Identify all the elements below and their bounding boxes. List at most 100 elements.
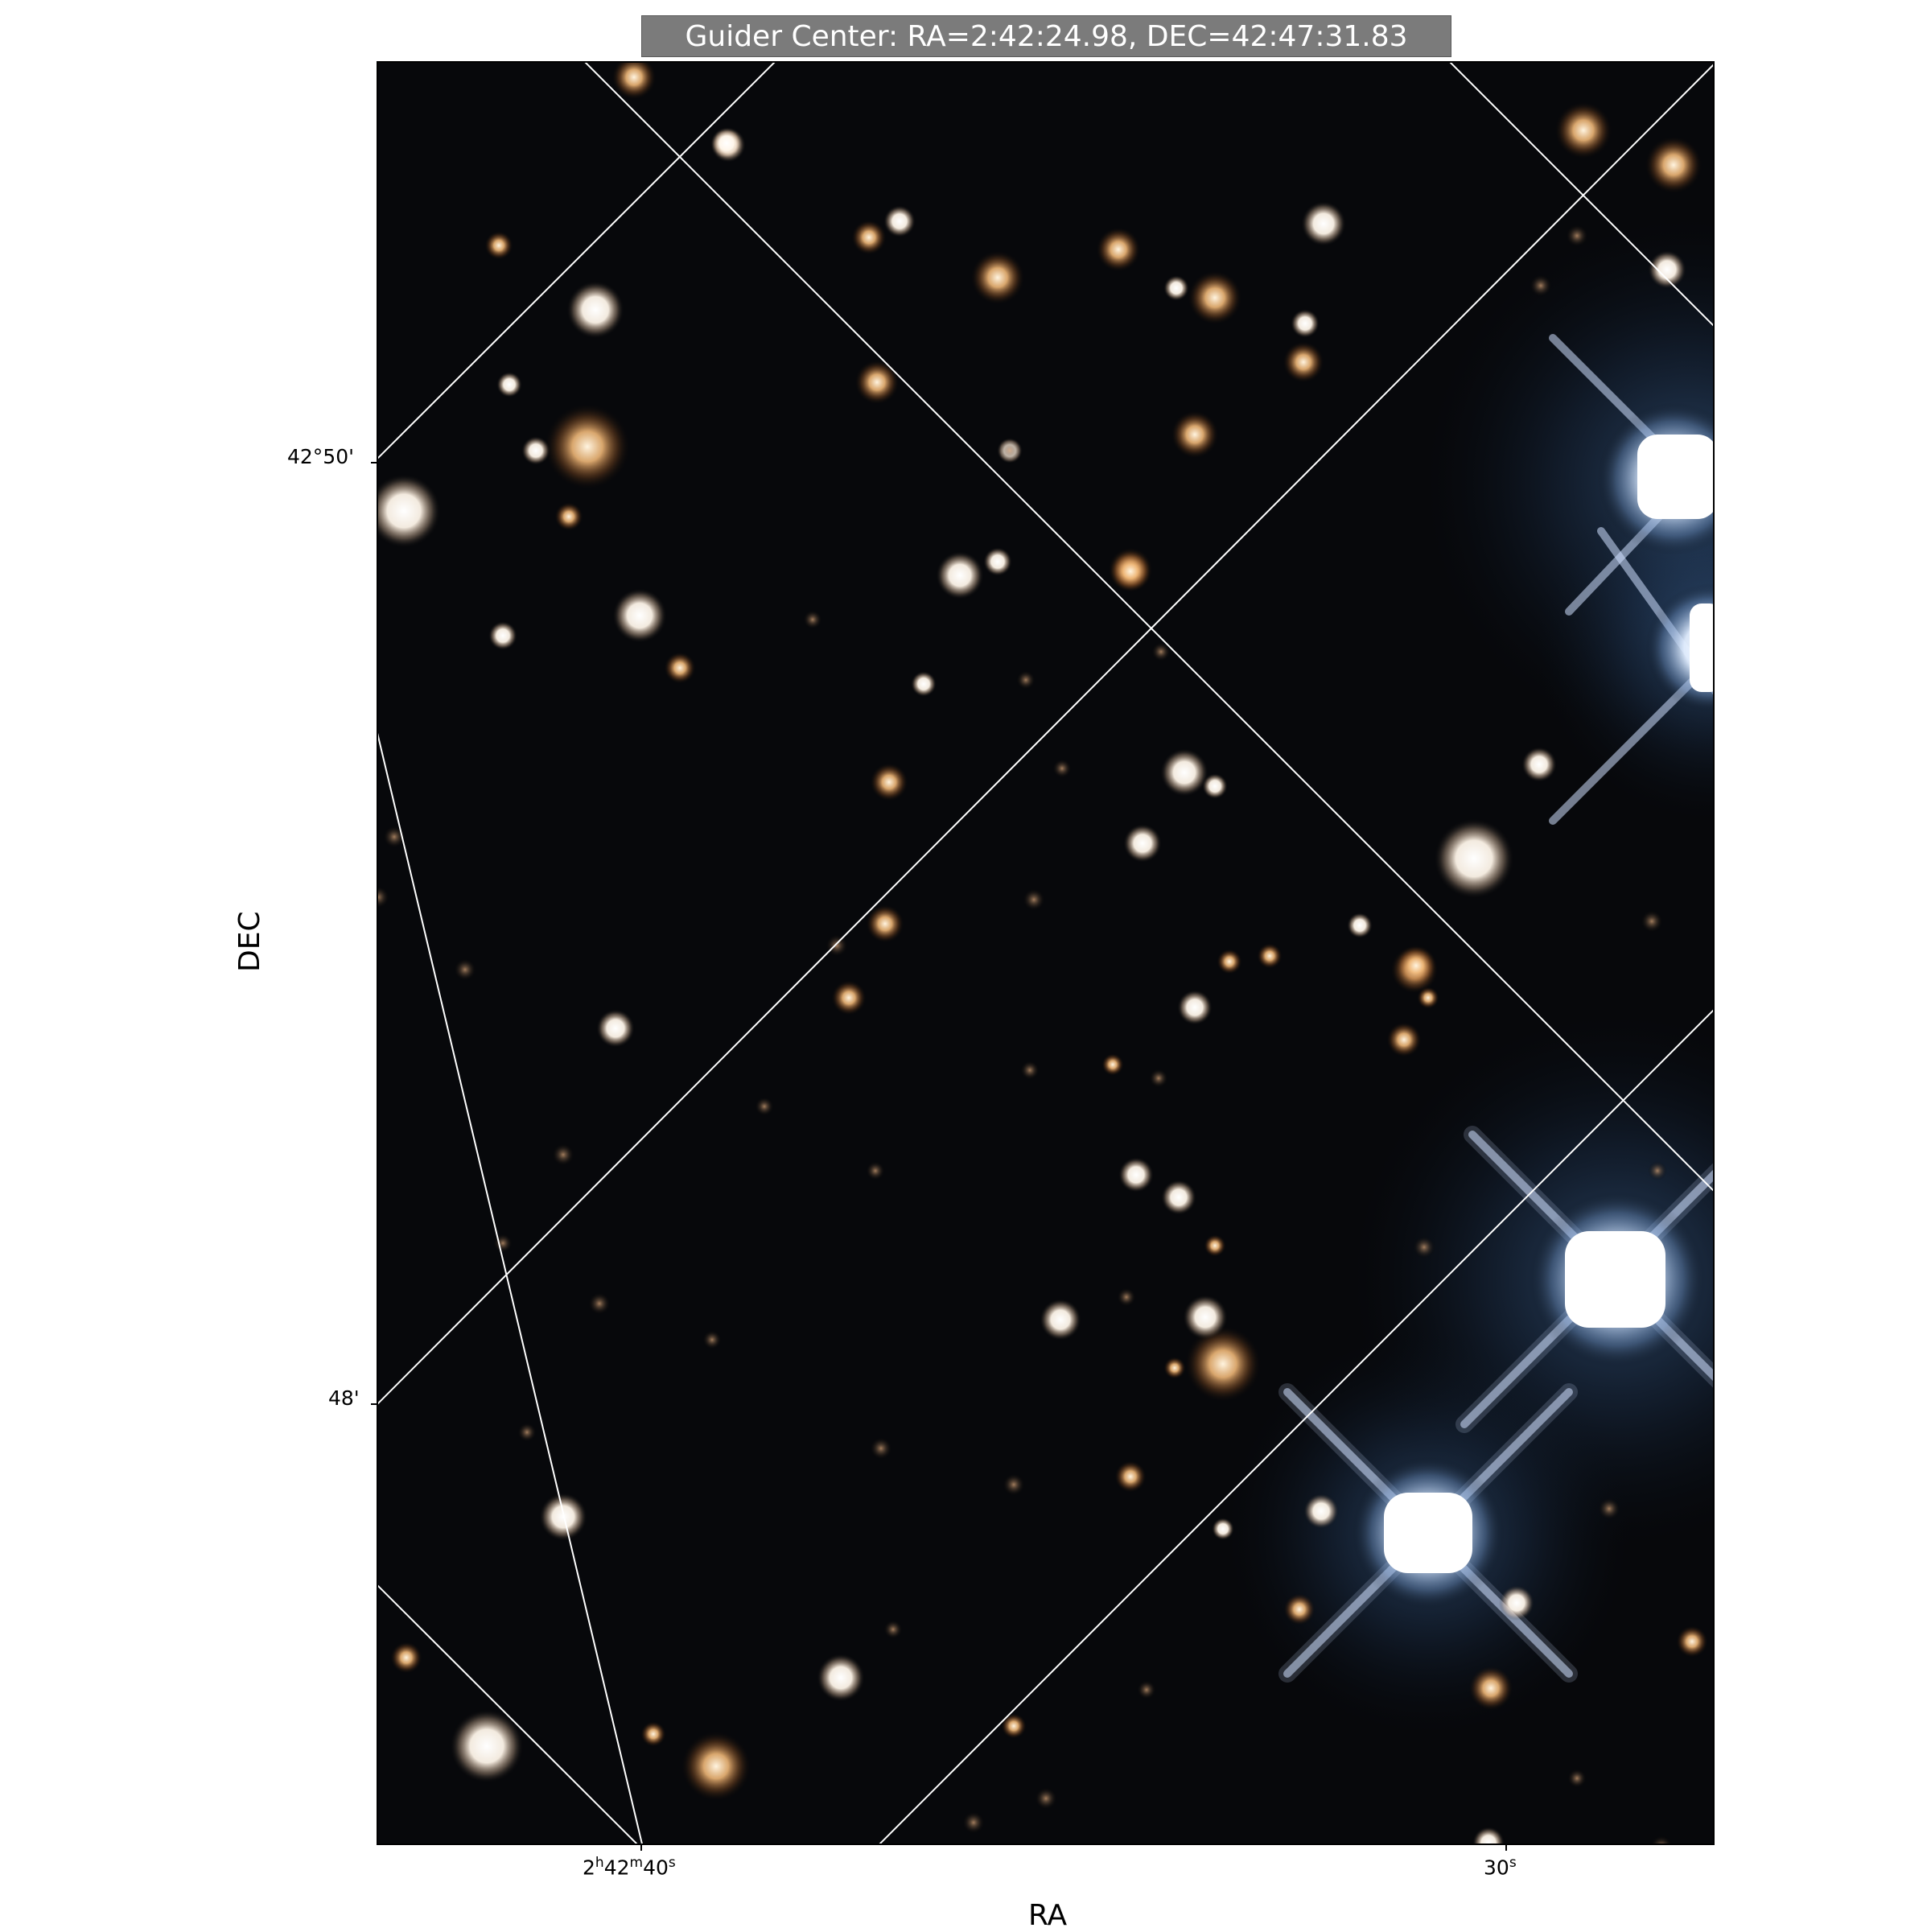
star: [1499, 1585, 1534, 1621]
star: [1468, 1666, 1513, 1711]
star: [1137, 1680, 1156, 1699]
star: [681, 1731, 751, 1802]
bright-star-halo: [1537, 467, 1714, 821]
star: [1184, 1325, 1262, 1403]
star: [851, 220, 887, 255]
star: [488, 621, 517, 650]
x-tick-minutes: 42: [603, 1856, 630, 1880]
bright-star-core: [1637, 435, 1714, 519]
star: [1283, 1593, 1315, 1625]
star: [1301, 201, 1346, 246]
coordinate-grid: [377, 62, 1714, 1844]
star: [1434, 818, 1514, 899]
star: [450, 1709, 524, 1783]
star: [1413, 1236, 1435, 1258]
star: [588, 1292, 611, 1315]
star: [1163, 1357, 1186, 1379]
star: [484, 231, 513, 260]
star: [854, 360, 900, 405]
y-axis-label: DEC: [233, 911, 266, 972]
bright-star-core: [1384, 1493, 1472, 1573]
x-tick-label-left: 2h42m40s: [583, 1855, 676, 1880]
dec-grid-line: [878, 1008, 1714, 1844]
star: [1347, 912, 1373, 938]
star: [870, 1437, 892, 1460]
star: [1163, 275, 1189, 301]
star: [1648, 1161, 1667, 1180]
star: [1160, 748, 1208, 797]
dec-grid-line: [377, 63, 1714, 1406]
star: [983, 547, 1012, 576]
star: [1202, 773, 1228, 799]
star: [664, 652, 696, 684]
star: [970, 250, 1025, 305]
star: [1040, 1299, 1081, 1341]
y-tick-label-bottom: 48': [328, 1386, 360, 1410]
star: [1566, 225, 1588, 247]
x-tick-hours: 2: [583, 1856, 595, 1880]
star: [755, 1097, 774, 1116]
star: [1257, 943, 1283, 969]
star: [911, 671, 937, 697]
star: [1521, 747, 1557, 782]
star: [1117, 1287, 1136, 1307]
star: [1472, 1827, 1505, 1844]
star: [1598, 1497, 1620, 1520]
star: [612, 588, 667, 643]
star: [1151, 642, 1171, 661]
sky-image: [377, 62, 1714, 1844]
star-field: [377, 62, 1708, 1844]
star: [1188, 270, 1242, 325]
ra-grid-line: [377, 729, 644, 1844]
star: [1171, 410, 1219, 459]
star: [936, 551, 984, 599]
star: [1283, 341, 1324, 383]
star: [1161, 1180, 1196, 1215]
star: [826, 934, 848, 957]
star: [1016, 670, 1035, 690]
star: [596, 1009, 635, 1048]
star: [1567, 1769, 1587, 1788]
star: [1554, 101, 1612, 159]
star: [1020, 1061, 1040, 1080]
star: [566, 281, 624, 339]
star: [1110, 550, 1151, 592]
star: [1035, 1787, 1057, 1810]
star: [1114, 1460, 1147, 1493]
star: [962, 1811, 985, 1834]
axis-ticks: [371, 462, 1507, 1851]
star: [710, 127, 743, 159]
star: [493, 1234, 513, 1253]
star: [1177, 990, 1213, 1025]
star: [870, 763, 908, 801]
star: [866, 904, 904, 943]
x-tick-seconds: 30: [1484, 1856, 1509, 1880]
star: [1217, 949, 1242, 974]
star: [390, 1642, 422, 1674]
star: [1303, 1493, 1339, 1529]
star: [883, 1620, 903, 1639]
star: [640, 1721, 666, 1747]
star: [1000, 441, 1019, 460]
star: [1645, 136, 1702, 194]
star: [383, 826, 406, 848]
star: [1101, 1053, 1124, 1076]
x-axis-label: RA: [1028, 1899, 1068, 1932]
star: [1149, 1069, 1168, 1088]
ra-grid-line: [377, 1584, 639, 1844]
star: [817, 1654, 865, 1702]
star: [1291, 309, 1320, 338]
star: [1204, 1234, 1226, 1257]
star: [1648, 250, 1686, 289]
star: [377, 474, 441, 548]
bright-star-core: [1690, 603, 1714, 692]
star: [521, 436, 550, 465]
ra-grid-line: [583, 62, 1714, 1193]
star: [1003, 1473, 1025, 1496]
star: [1212, 1518, 1234, 1540]
star: [544, 403, 631, 490]
star: [1096, 227, 1141, 272]
plot-title: Guider Center: RA=2:42:24.98, DEC=42:47:…: [641, 15, 1451, 57]
star: [517, 1423, 537, 1442]
